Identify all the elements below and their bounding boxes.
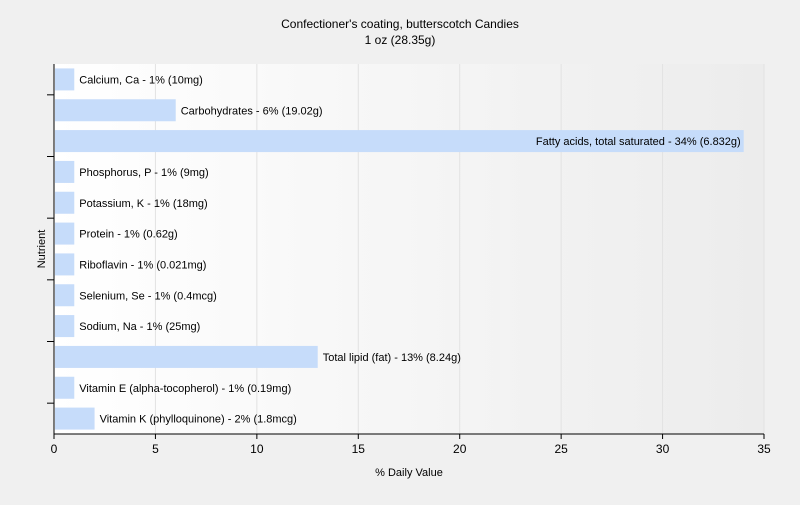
bar-data-label: Protein - 1% (0.62g) xyxy=(79,229,177,241)
bar xyxy=(55,99,176,122)
bar-data-label: Carbohydrates - 6% (19.02g) xyxy=(181,105,323,117)
axes xyxy=(53,64,764,435)
bar xyxy=(55,191,75,214)
x-tick-label: 20 xyxy=(453,442,467,456)
bar-data-label: Total lipid (fat) - 13% (8.24g) xyxy=(323,352,461,364)
bar-data-label: Fatty acids, total saturated - 34% (6.83… xyxy=(536,136,741,148)
bar-data-label: Selenium, Se - 1% (0.4mcg) xyxy=(79,290,217,302)
x-ticks: 0 5 10 15 20 25 30 35 xyxy=(51,434,771,456)
x-tick-label: 35 xyxy=(757,442,771,456)
bar xyxy=(55,284,75,307)
y-ticks xyxy=(47,94,54,404)
gridlines xyxy=(154,64,765,434)
x-tick-label: 10 xyxy=(250,442,264,456)
bar-data-label: Vitamin K (phylloquinone) - 2% (1.8mcg) xyxy=(100,414,297,426)
data-labels: Calcium, Ca - 1% (10mg) Carbohydrates - 6… xyxy=(79,74,740,425)
y-axis-label: Nutrient xyxy=(36,230,48,269)
bar-data-label: Phosphorus, P - 1% (9mg) xyxy=(79,167,208,179)
x-tick-label: 0 xyxy=(51,442,58,456)
bar xyxy=(55,345,318,368)
x-tick-label: 15 xyxy=(352,442,366,456)
plot-area xyxy=(54,64,764,434)
bar xyxy=(55,253,75,276)
bar xyxy=(55,315,75,338)
bar-data-label: Potassium, K - 1% (18mg) xyxy=(79,198,207,210)
bar xyxy=(55,376,75,399)
x-tick-label: 30 xyxy=(656,442,670,456)
chart-title: Confectioner's coating, butterscotch Can… xyxy=(281,17,519,31)
bar-data-label: Sodium, Na - 1% (25mg) xyxy=(79,321,200,333)
bar-data-label: Riboflavin - 1% (0.021mg) xyxy=(79,259,206,271)
bar xyxy=(55,130,744,153)
x-tick-label: 25 xyxy=(554,442,568,456)
x-tick-label: 5 xyxy=(152,442,159,456)
bar xyxy=(55,407,95,430)
chart-subtitle: 1 oz (28.35g) xyxy=(365,33,436,47)
bar xyxy=(55,68,75,91)
bars xyxy=(55,68,744,430)
x-axis-label: % Daily Value xyxy=(375,467,443,479)
bar-data-label: Calcium, Ca - 1% (10mg) xyxy=(79,74,202,86)
bar xyxy=(55,160,75,183)
bar-data-label: Vitamin E (alpha-tocopherol) - 1% (0.19m… xyxy=(79,383,291,395)
bar xyxy=(55,222,75,245)
